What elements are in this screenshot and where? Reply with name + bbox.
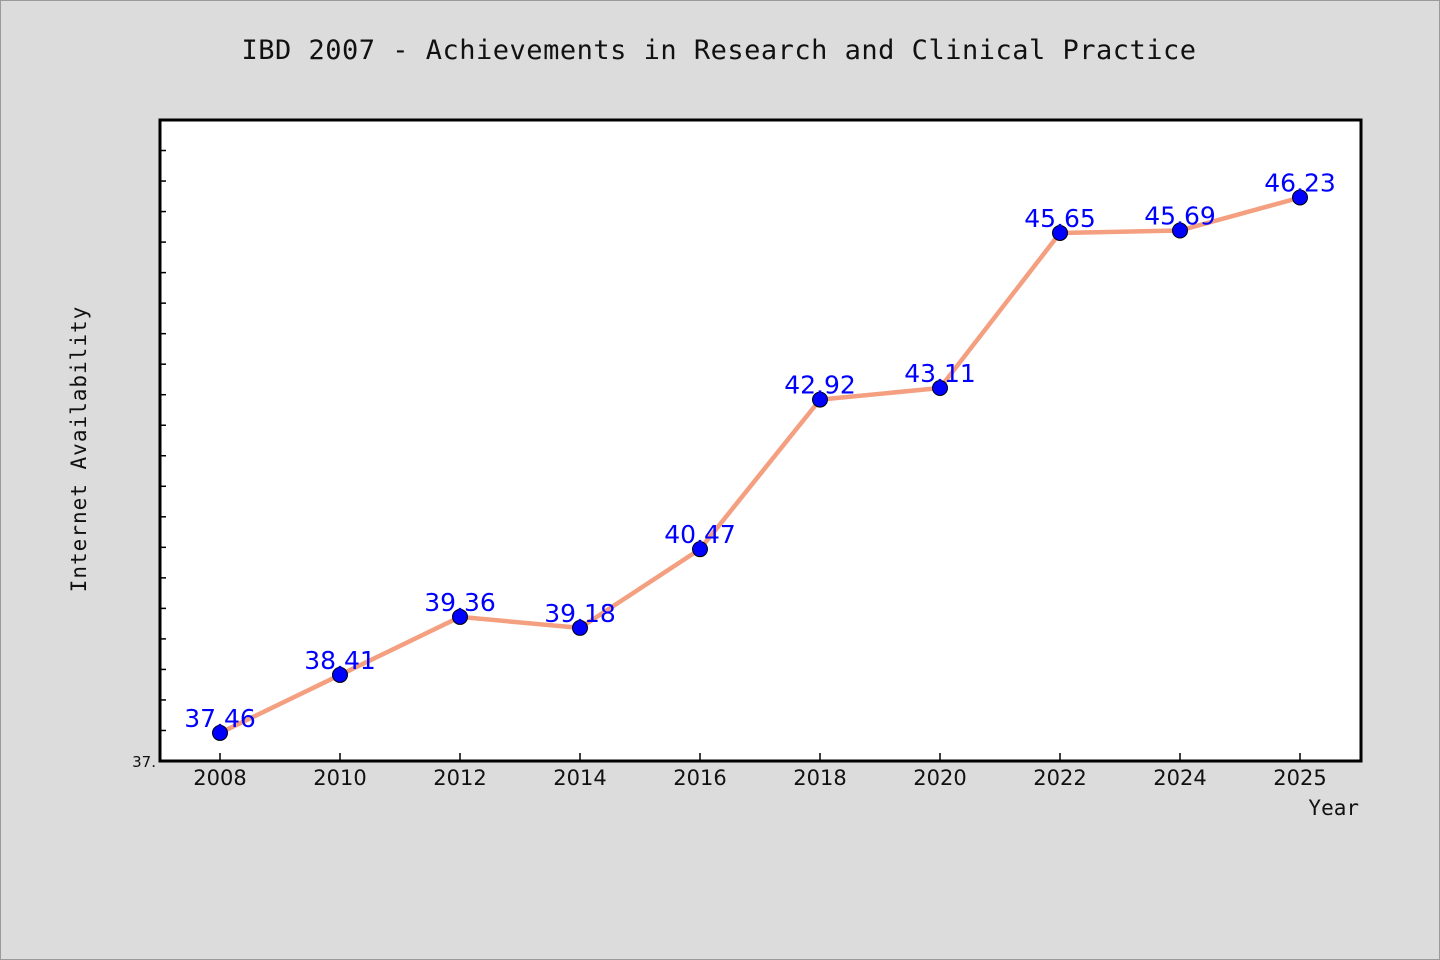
- x-tick-label: 2024: [1153, 766, 1206, 790]
- series-line: [219, 195, 1301, 735]
- x-tick-label: 2020: [913, 766, 966, 790]
- data-label: 38.41: [304, 646, 376, 675]
- data-label: 39.18: [544, 599, 616, 628]
- data-point: [572, 619, 588, 636]
- plot-area: [158, 118, 1363, 763]
- data-point: [932, 379, 948, 396]
- data-point: [1172, 222, 1188, 239]
- x-tick-label: 2012: [433, 766, 486, 790]
- data-point: [212, 724, 228, 741]
- x-tick-label: 2018: [793, 766, 846, 790]
- data-label: 42.92: [784, 371, 856, 400]
- data-label: 45.65: [1024, 204, 1096, 233]
- data-label: 46.23: [1264, 169, 1336, 198]
- data-point: [812, 391, 828, 408]
- data-label: 43.11: [904, 359, 976, 388]
- data-point: [1292, 189, 1308, 206]
- data-labels: 37.46 38.41 39.36 39.18 40.47 42.92 43.11 45.65…: [184, 169, 1336, 733]
- chart-title: IBD 2007 - Achievements in Research and …: [241, 35, 1197, 66]
- y-axis-ticks: [160, 149, 166, 732]
- x-tick-label: 2022: [1033, 766, 1086, 790]
- data-label: 40.47: [664, 520, 736, 549]
- x-tick-label: 2008: [193, 766, 246, 790]
- x-axis-ticks: 2008 2010 2012 2014 2016 2018 2020 2022 2024 2025: [193, 753, 1327, 790]
- data-point: [332, 666, 348, 683]
- data-label: 45.69: [1144, 201, 1216, 230]
- data-point: [692, 541, 708, 558]
- data-point: [1052, 224, 1068, 241]
- data-label: 37.46: [184, 704, 256, 733]
- data-label: 39.36: [424, 588, 496, 617]
- x-axis-label: Year: [1308, 796, 1359, 820]
- y-axis-min-label: 37.: [132, 753, 156, 771]
- data-markers: [212, 189, 1308, 741]
- x-tick-label: 2014: [553, 766, 606, 790]
- data-point: [452, 608, 468, 625]
- x-tick-label: 2025: [1273, 766, 1326, 790]
- x-tick-label: 2010: [313, 766, 366, 790]
- x-tick-label: 2016: [673, 766, 726, 790]
